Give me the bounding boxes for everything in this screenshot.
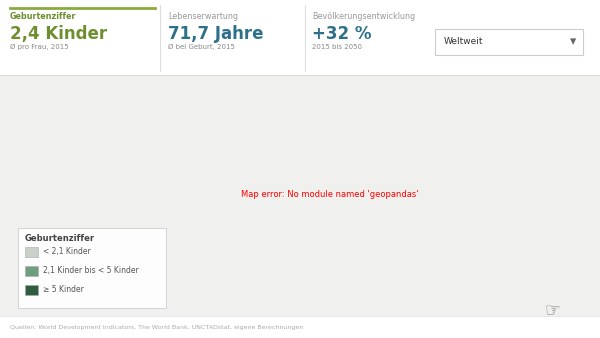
Text: Ø pro Frau, 2015: Ø pro Frau, 2015 bbox=[10, 44, 68, 50]
Text: Quellen: World Development Indicators, The World Bank, UNCTADstat, eigene Berech: Quellen: World Development Indicators, T… bbox=[10, 324, 303, 330]
FancyBboxPatch shape bbox=[0, 316, 600, 338]
Text: Geburtenziffer: Geburtenziffer bbox=[10, 12, 77, 21]
Text: Geburtenziffer: Geburtenziffer bbox=[25, 234, 95, 243]
FancyBboxPatch shape bbox=[25, 285, 38, 295]
Text: Lebenserwartung: Lebenserwartung bbox=[168, 12, 238, 21]
Text: 2015 bis 2050: 2015 bis 2050 bbox=[312, 44, 362, 50]
FancyBboxPatch shape bbox=[25, 266, 38, 276]
FancyBboxPatch shape bbox=[18, 228, 166, 308]
Text: Ø bei Geburt, 2015: Ø bei Geburt, 2015 bbox=[168, 44, 235, 50]
Text: ≥ 5 Kinder: ≥ 5 Kinder bbox=[43, 285, 84, 294]
Text: 2,1 Kinder bis < 5 Kinder: 2,1 Kinder bis < 5 Kinder bbox=[43, 266, 139, 275]
Text: ▾: ▾ bbox=[570, 35, 576, 48]
Text: Map error: No module named 'geopandas': Map error: No module named 'geopandas' bbox=[241, 190, 419, 199]
Text: 2,4 Kinder: 2,4 Kinder bbox=[10, 25, 107, 43]
FancyBboxPatch shape bbox=[435, 29, 583, 55]
Text: Weltweit: Weltweit bbox=[444, 38, 484, 47]
FancyBboxPatch shape bbox=[0, 0, 600, 75]
Text: 71,7 Jahre: 71,7 Jahre bbox=[168, 25, 263, 43]
Text: < 2,1 Kinder: < 2,1 Kinder bbox=[43, 247, 91, 256]
Text: +32 %: +32 % bbox=[312, 25, 371, 43]
FancyBboxPatch shape bbox=[25, 247, 38, 257]
Text: Bevölkerungsentwicklung: Bevölkerungsentwicklung bbox=[312, 12, 415, 21]
Text: ☞: ☞ bbox=[545, 301, 561, 319]
